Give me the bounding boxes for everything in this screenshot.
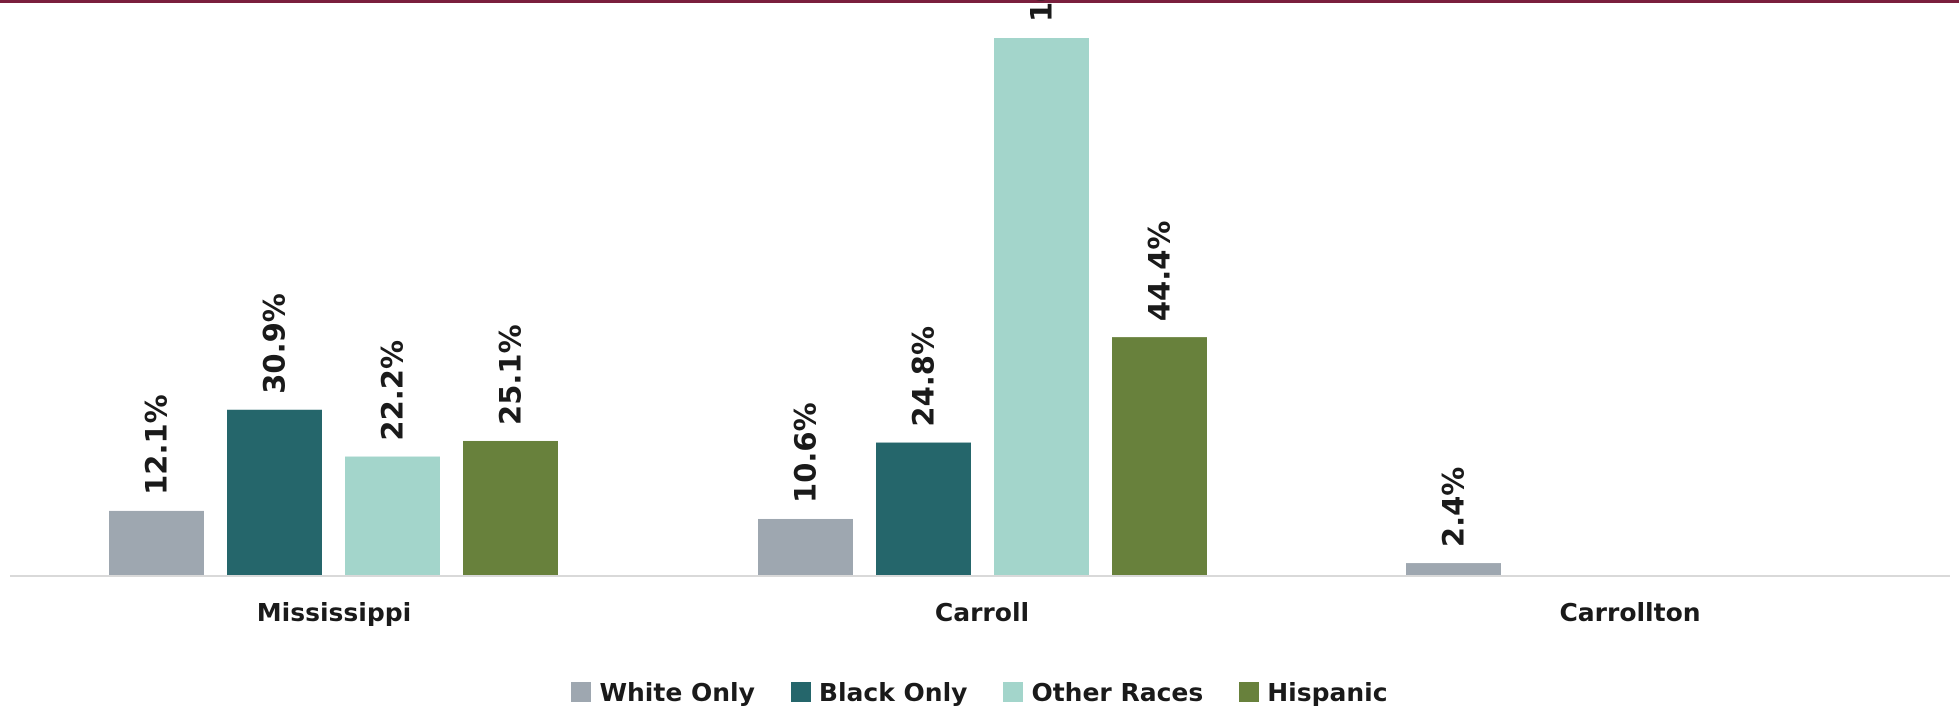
bar-other-races-mississippi bbox=[345, 456, 440, 576]
legend-label: Other Races bbox=[1031, 677, 1204, 707]
legend-item: Other Races bbox=[1003, 678, 1203, 707]
value-label: 12.1% bbox=[140, 394, 174, 495]
value-label: 2.4% bbox=[1437, 467, 1471, 547]
legend: White Only Black Only Other Races Hispanic bbox=[0, 672, 1959, 712]
legend-swatch bbox=[571, 682, 592, 702]
legend-label: Black Only bbox=[818, 677, 968, 707]
bar-other-races-carroll bbox=[994, 38, 1089, 576]
bar-hispanic-carroll bbox=[1112, 337, 1207, 576]
category-labels-layer: Mississippi Carroll Carrollton bbox=[257, 598, 1701, 627]
legend-item: Hispanic bbox=[1239, 677, 1388, 707]
bar-black-only-mississippi bbox=[227, 409, 322, 576]
value-label: 10.6% bbox=[789, 402, 823, 503]
legend-item: Black Only bbox=[790, 677, 968, 707]
legend-swatch bbox=[1239, 682, 1260, 702]
value-label: 100.0% bbox=[1025, 0, 1059, 22]
value-label: 25.1% bbox=[494, 324, 528, 425]
bars-layer bbox=[109, 38, 1501, 576]
value-label: 22.2% bbox=[376, 340, 410, 441]
value-label: 44.4% bbox=[1143, 221, 1177, 322]
category-label: Carrollton bbox=[1559, 598, 1700, 627]
value-labels-layer: 12.1% 30.9% 22.2% 25.1% 10.6% 24.8% 100.0% 44.4… bbox=[140, 0, 1471, 547]
bar-black-only-carroll bbox=[876, 442, 971, 576]
bar-hispanic-mississippi bbox=[463, 440, 558, 576]
bar-chart: 12.1% 30.9% 22.2% 25.1% 10.6% 24.8% 100.0% 44.4… bbox=[10, 0, 1950, 627]
category-label: Carroll bbox=[935, 598, 1029, 627]
top-rule bbox=[0, 0, 1959, 3]
bar-white-only-carrollton bbox=[1406, 563, 1501, 576]
bar-white-only-carroll bbox=[758, 518, 853, 576]
legend-label: Hispanic bbox=[1267, 677, 1388, 707]
value-label: 30.9% bbox=[258, 293, 292, 394]
bar-white-only-mississippi bbox=[109, 510, 204, 576]
legend-swatch bbox=[790, 682, 811, 702]
value-label: 24.8% bbox=[907, 326, 941, 427]
legend-swatch bbox=[1003, 682, 1024, 702]
legend-label: White Only bbox=[599, 677, 755, 707]
category-label: Mississippi bbox=[257, 598, 411, 627]
legend-item: White Only bbox=[571, 677, 755, 707]
